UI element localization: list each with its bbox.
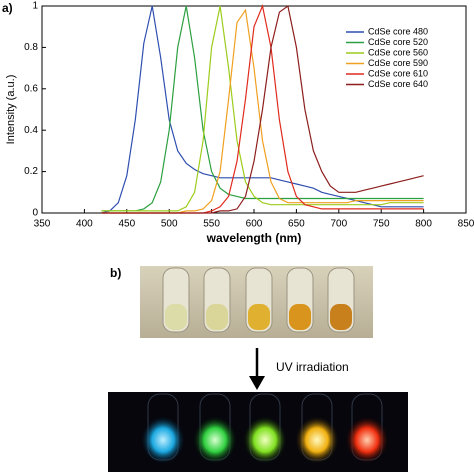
uv-label: UV irradiation — [276, 360, 349, 374]
series-line — [101, 5, 424, 212]
x-tick-label: 700 — [330, 219, 347, 230]
y-tick-label: 1 — [32, 1, 38, 12]
x-tick-label: 400 — [76, 219, 93, 230]
uv-photo — [108, 392, 408, 472]
legend-label: CdSe core 480 — [368, 26, 428, 36]
x-axis-label: wavelength (nm) — [206, 231, 302, 245]
x-tick-label: 450 — [118, 219, 135, 230]
x-tick-label: 600 — [246, 219, 263, 230]
x-tick-label: 750 — [373, 219, 390, 230]
panel-label: a) — [2, 1, 13, 15]
panel-label: b) — [110, 266, 121, 280]
x-tick-label: 500 — [161, 219, 178, 230]
series-line — [101, 5, 424, 214]
legend-label: CdSe core 640 — [368, 79, 428, 89]
y-axis-label: Intensity (a.u.) — [5, 75, 17, 145]
legend-label: CdSe core 610 — [368, 68, 428, 78]
y-tick-label: 0.8 — [24, 42, 38, 53]
x-tick-label: 850 — [458, 219, 474, 230]
y-tick-label: 0.4 — [24, 125, 38, 136]
series-line — [101, 5, 424, 212]
legend-label: CdSe core 520 — [368, 37, 428, 47]
chart: 350 400 450 500 550 600 650 700 750 800 850 0 0.2 0.4… — [5, 1, 474, 246]
series-line — [101, 4, 424, 214]
y-tick-label: 0.2 — [24, 166, 38, 177]
arrow — [249, 348, 265, 390]
vials-photo — [140, 266, 373, 338]
x-tick-label: 550 — [203, 219, 220, 230]
legend-label: CdSe core 590 — [368, 58, 428, 68]
legend-label: CdSe core 560 — [368, 47, 428, 57]
x-tick-label: 650 — [288, 219, 305, 230]
x-tick-label: 800 — [415, 219, 432, 230]
x-tick-label: 350 — [34, 219, 51, 230]
y-tick-label: 0 — [32, 208, 38, 219]
y-tick-label: 0.6 — [24, 83, 38, 94]
